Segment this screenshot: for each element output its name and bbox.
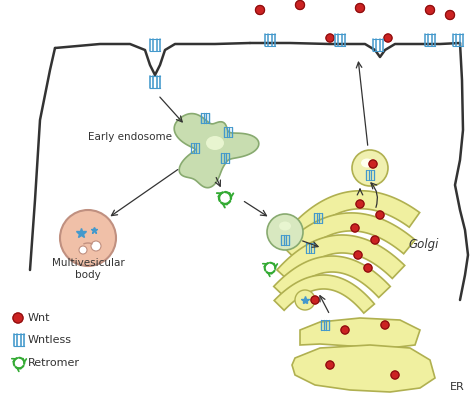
Circle shape bbox=[364, 264, 372, 272]
Circle shape bbox=[60, 210, 116, 266]
Polygon shape bbox=[300, 318, 420, 348]
Circle shape bbox=[255, 6, 264, 14]
Circle shape bbox=[356, 4, 365, 12]
Circle shape bbox=[326, 361, 334, 369]
Text: Retromer: Retromer bbox=[28, 358, 80, 368]
Circle shape bbox=[295, 290, 315, 310]
Circle shape bbox=[426, 6, 435, 14]
Circle shape bbox=[384, 34, 392, 42]
Polygon shape bbox=[293, 191, 419, 236]
Text: Golgi: Golgi bbox=[408, 238, 438, 251]
Circle shape bbox=[341, 326, 349, 334]
Circle shape bbox=[376, 211, 384, 219]
Circle shape bbox=[351, 224, 359, 232]
Text: Wntless: Wntless bbox=[28, 335, 72, 345]
Polygon shape bbox=[277, 235, 405, 282]
Circle shape bbox=[354, 251, 362, 259]
Circle shape bbox=[391, 371, 399, 379]
Text: ER: ER bbox=[450, 382, 465, 392]
Circle shape bbox=[356, 200, 364, 208]
Ellipse shape bbox=[361, 158, 373, 168]
Circle shape bbox=[311, 296, 319, 304]
Circle shape bbox=[352, 150, 388, 186]
Circle shape bbox=[381, 321, 389, 329]
Circle shape bbox=[295, 0, 304, 10]
Polygon shape bbox=[283, 213, 415, 259]
Text: Early endosome: Early endosome bbox=[88, 132, 172, 142]
Text: Multivesicular
body: Multivesicular body bbox=[52, 258, 124, 280]
Circle shape bbox=[13, 313, 23, 323]
Circle shape bbox=[371, 236, 379, 244]
Circle shape bbox=[369, 160, 377, 168]
Circle shape bbox=[326, 34, 334, 42]
Polygon shape bbox=[174, 113, 259, 188]
Text: Wnt: Wnt bbox=[28, 313, 51, 323]
Polygon shape bbox=[273, 256, 390, 298]
Polygon shape bbox=[292, 345, 435, 392]
Circle shape bbox=[79, 246, 87, 254]
Circle shape bbox=[446, 10, 455, 20]
Ellipse shape bbox=[206, 136, 224, 150]
Circle shape bbox=[91, 241, 101, 251]
Circle shape bbox=[267, 214, 303, 250]
Polygon shape bbox=[274, 275, 374, 313]
Ellipse shape bbox=[279, 222, 291, 230]
